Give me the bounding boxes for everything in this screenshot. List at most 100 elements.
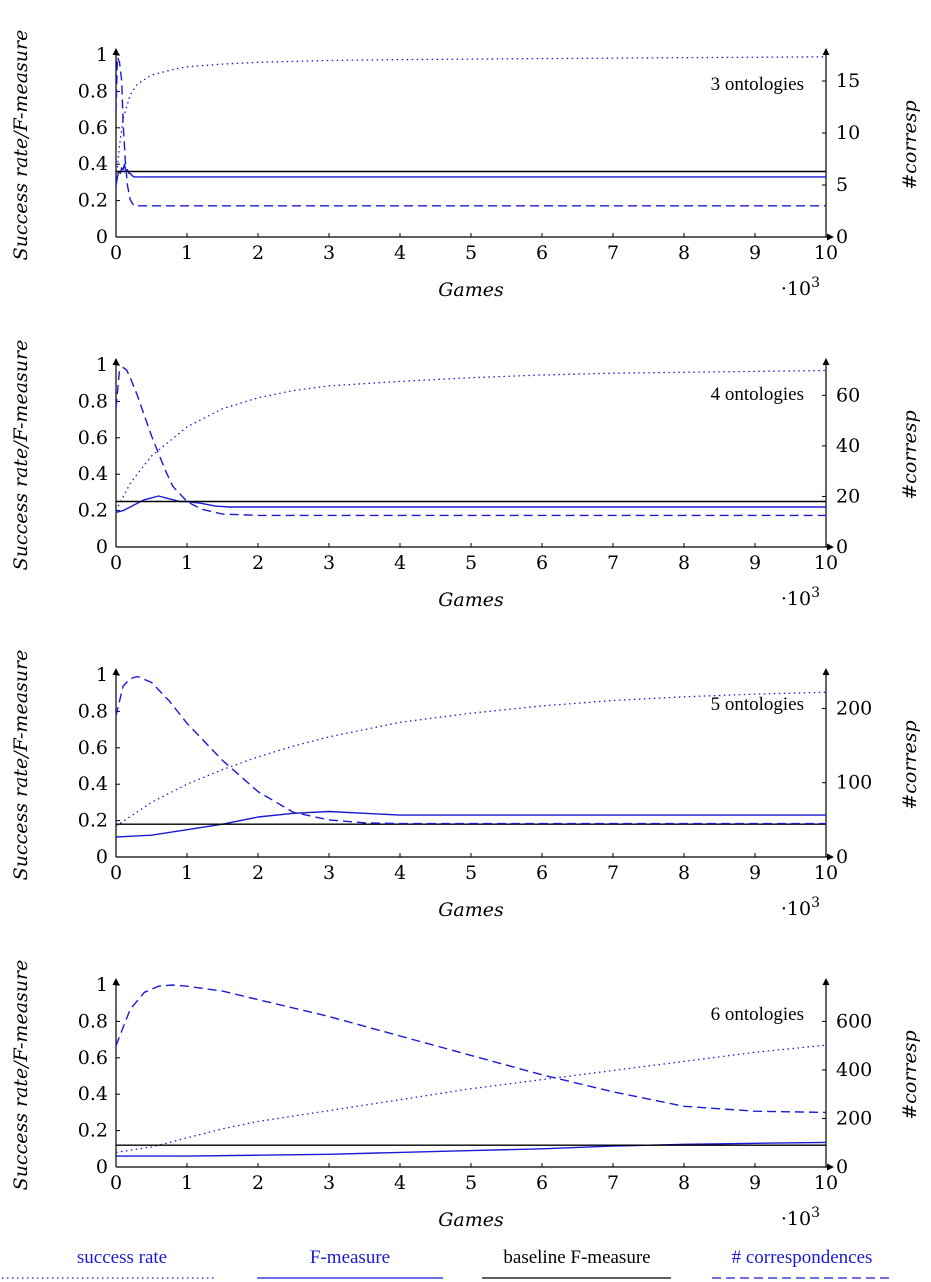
y-tick-label: 0 [96,846,108,868]
y-axis-label: Success rate/F-measure [10,30,32,261]
y-axis-left-arrow [112,358,120,365]
x-tick-label: 2 [252,552,264,574]
x-multiplier-exponent: 3 [811,1205,820,1221]
x-multiplier: ·103 [781,895,820,920]
x-tick-label: 10 [814,552,838,574]
y-tick-label: 0.8 [78,700,108,722]
x-tick-label: 10 [814,862,838,884]
x-tick-label: 8 [678,552,690,574]
y-tick-label: 0.2 [78,190,108,212]
x-tick-label: 4 [394,1172,406,1194]
y-tick-label: 0.2 [78,1120,108,1142]
y-tick-label: 0.4 [78,153,108,175]
x-tick-label: 7 [607,1172,619,1194]
y-tick-label: 1 [96,354,108,376]
y-tick-label: 0.4 [78,463,108,485]
y-tick-label: 0.8 [78,80,108,102]
x-tick-label: 7 [607,242,619,264]
y-axis-right-arrow [822,48,830,55]
y-tick-label: 0.2 [78,500,108,522]
x-multiplier-base: ·10 [781,278,811,300]
y-axis-label: Success rate/F-measure [10,650,32,881]
y2-tick-label: 60 [836,384,860,406]
x-tick-label: 7 [607,552,619,574]
series-correspondences [115,675,826,825]
y-tick-label: 0 [96,1156,108,1178]
x-axis-arrow [827,1163,834,1171]
series-success-rate [115,691,827,827]
x-axis-label: Games [438,1209,504,1231]
x-axis-arrow [827,853,834,861]
y2-tick-label: 20 [836,485,860,507]
y-axis-right-arrow [822,358,830,365]
panel-annotation: 3 ontologies [711,74,804,95]
x-tick-label: 10 [814,242,838,264]
series-f-measure [115,495,826,514]
x-tick-label: 0 [110,1172,122,1194]
x-axis-label: Games [438,589,504,611]
x-tick-label: 2 [252,1172,264,1194]
y2-tick-label: 5 [836,174,848,196]
y2-tick-label: 0 [836,846,848,868]
x-tick-label: 3 [323,1172,335,1194]
x-tick-label: 1 [181,552,193,574]
x-tick-label: 4 [394,862,406,884]
series-correspondences [115,366,826,517]
panel-annotation: 5 ontologies [711,694,804,715]
y-tick-label: 0.4 [78,1083,108,1105]
y2-tick-label: 200 [836,697,872,719]
y-tick-label: 0.2 [78,810,108,832]
y-axis-left-arrow [112,978,120,985]
x-axis-arrow [827,233,834,241]
x-tick-label: 8 [678,1172,690,1194]
y2-tick-label: 0 [836,226,848,248]
y2-tick-label: 100 [836,772,872,794]
x-multiplier-exponent: 3 [811,585,820,601]
series-correspondences [115,984,827,1114]
y2-tick-label: 200 [836,1107,872,1129]
y2-tick-label: 0 [836,536,848,558]
y2-tick-label: 40 [836,435,860,457]
y-tick-label: 0.6 [78,1047,108,1069]
x-tick-label: 4 [394,552,406,574]
x-tick-label: 7 [607,862,619,884]
y2-axis-label: #corresp [899,100,921,189]
x-multiplier: ·103 [781,585,820,610]
x-tick-label: 9 [749,552,761,574]
series-success-rate [115,56,827,183]
x-multiplier-base: ·10 [781,898,811,920]
y-tick-label: 0 [96,536,108,558]
y2-tick-label: 0 [836,1156,848,1178]
y2-tick-label: 600 [836,1010,872,1032]
x-axis-arrow [827,543,834,551]
x-tick-label: 6 [536,1172,548,1194]
y2-tick-label: 400 [836,1059,872,1081]
x-tick-label: 1 [181,862,193,884]
y-axis-left-arrow [112,48,120,55]
x-tick-label: 0 [110,862,122,884]
x-tick-label: 9 [749,862,761,884]
y-tick-label: 1 [96,974,108,996]
y-tick-label: 0.8 [78,390,108,412]
x-tick-label: 10 [814,1172,838,1194]
y-axis-left-arrow [112,668,120,675]
x-axis-label: Games [438,899,504,921]
panel-annotation: 4 ontologies [711,384,804,405]
legend-item-label: # correspondences [732,1247,873,1268]
x-tick-label: 5 [465,552,477,574]
y-axis-right-arrow [822,978,830,985]
series-correspondences [115,56,826,207]
y2-tick-label: 10 [836,122,860,144]
x-tick-label: 8 [678,862,690,884]
x-tick-label: 5 [465,1172,477,1194]
series-f-measure [116,1141,827,1157]
x-tick-label: 3 [323,242,335,264]
x-tick-label: 8 [678,242,690,264]
y-tick-label: 0.6 [78,737,108,759]
panel-2: 0 1 2 3 4 5 6 7 8 9 1000.20.40.60.810204060GamesSu… [10,340,921,611]
legend-item-label: baseline F-measure [503,1247,650,1268]
x-tick-label: 5 [465,862,477,884]
panel-1: 0 1 2 3 4 5 6 7 8 9 1000.20.40.60.81051015GamesSuc… [10,30,921,301]
x-tick-label: 6 [536,242,548,264]
